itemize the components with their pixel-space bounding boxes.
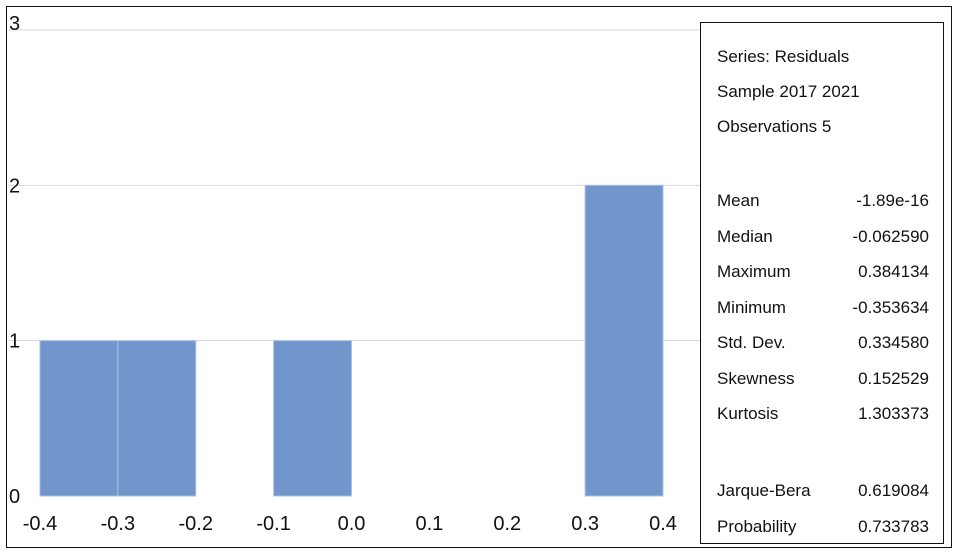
x-tick-label: -0.4 — [23, 513, 57, 535]
stat-label: Mean — [717, 191, 760, 211]
stat-label: Skewness — [717, 369, 794, 389]
x-tick-label: -0.2 — [179, 513, 213, 535]
stat-label: Maximum — [717, 262, 791, 282]
stat-label: Std. Dev. — [717, 333, 786, 353]
y-tick-label: 2 — [9, 175, 20, 197]
x-tick-label: 0.4 — [649, 513, 677, 535]
y-tick-label: 3 — [9, 13, 20, 35]
stat-value: -0.062590 — [852, 227, 929, 247]
y-tick-label: 1 — [9, 331, 20, 353]
y-tick-labels: 0 1 2 3 — [9, 13, 20, 508]
stat-label: Jarque-Bera — [717, 481, 811, 501]
observations-count: Observations 5 — [717, 117, 831, 137]
histogram-bar — [40, 341, 118, 496]
histogram-bar — [585, 185, 663, 496]
stat-value: 1.303373 — [858, 404, 929, 424]
y-tick-label: 0 — [9, 486, 20, 508]
x-tick-label: 0.1 — [415, 513, 443, 535]
stat-value: 0.733783 — [858, 517, 929, 537]
histogram-bar — [274, 341, 352, 496]
stat-label: Median — [717, 227, 773, 247]
stat-value: 0.384134 — [858, 262, 929, 282]
statistics-panel: Series: Residuals Sample 2017 2021 Obser… — [700, 22, 944, 544]
x-tick-label: 0.0 — [338, 513, 366, 535]
histogram-bar — [118, 341, 196, 496]
stat-label: Minimum — [717, 298, 786, 318]
stat-label: Probability — [717, 517, 796, 537]
x-tick-label: 0.3 — [571, 513, 599, 535]
stat-value: -1.89e-16 — [856, 191, 929, 211]
stat-value: -0.353634 — [852, 298, 929, 318]
x-tick-labels: -0.4 -0.3 -0.2 -0.1 0.0 0.1 0.2 0.3 0.4 — [23, 513, 677, 535]
x-tick-label: 0.2 — [493, 513, 521, 535]
sample-range: Sample 2017 2021 — [717, 82, 860, 102]
x-tick-label: -0.3 — [101, 513, 135, 535]
stat-value: 0.619084 — [858, 481, 929, 501]
stat-value: 0.152529 — [858, 369, 929, 389]
stat-label: Kurtosis — [717, 404, 778, 424]
x-tick-label: -0.1 — [256, 513, 290, 535]
stat-value: 0.334580 — [858, 333, 929, 353]
series-name: Series: Residuals — [717, 47, 849, 67]
